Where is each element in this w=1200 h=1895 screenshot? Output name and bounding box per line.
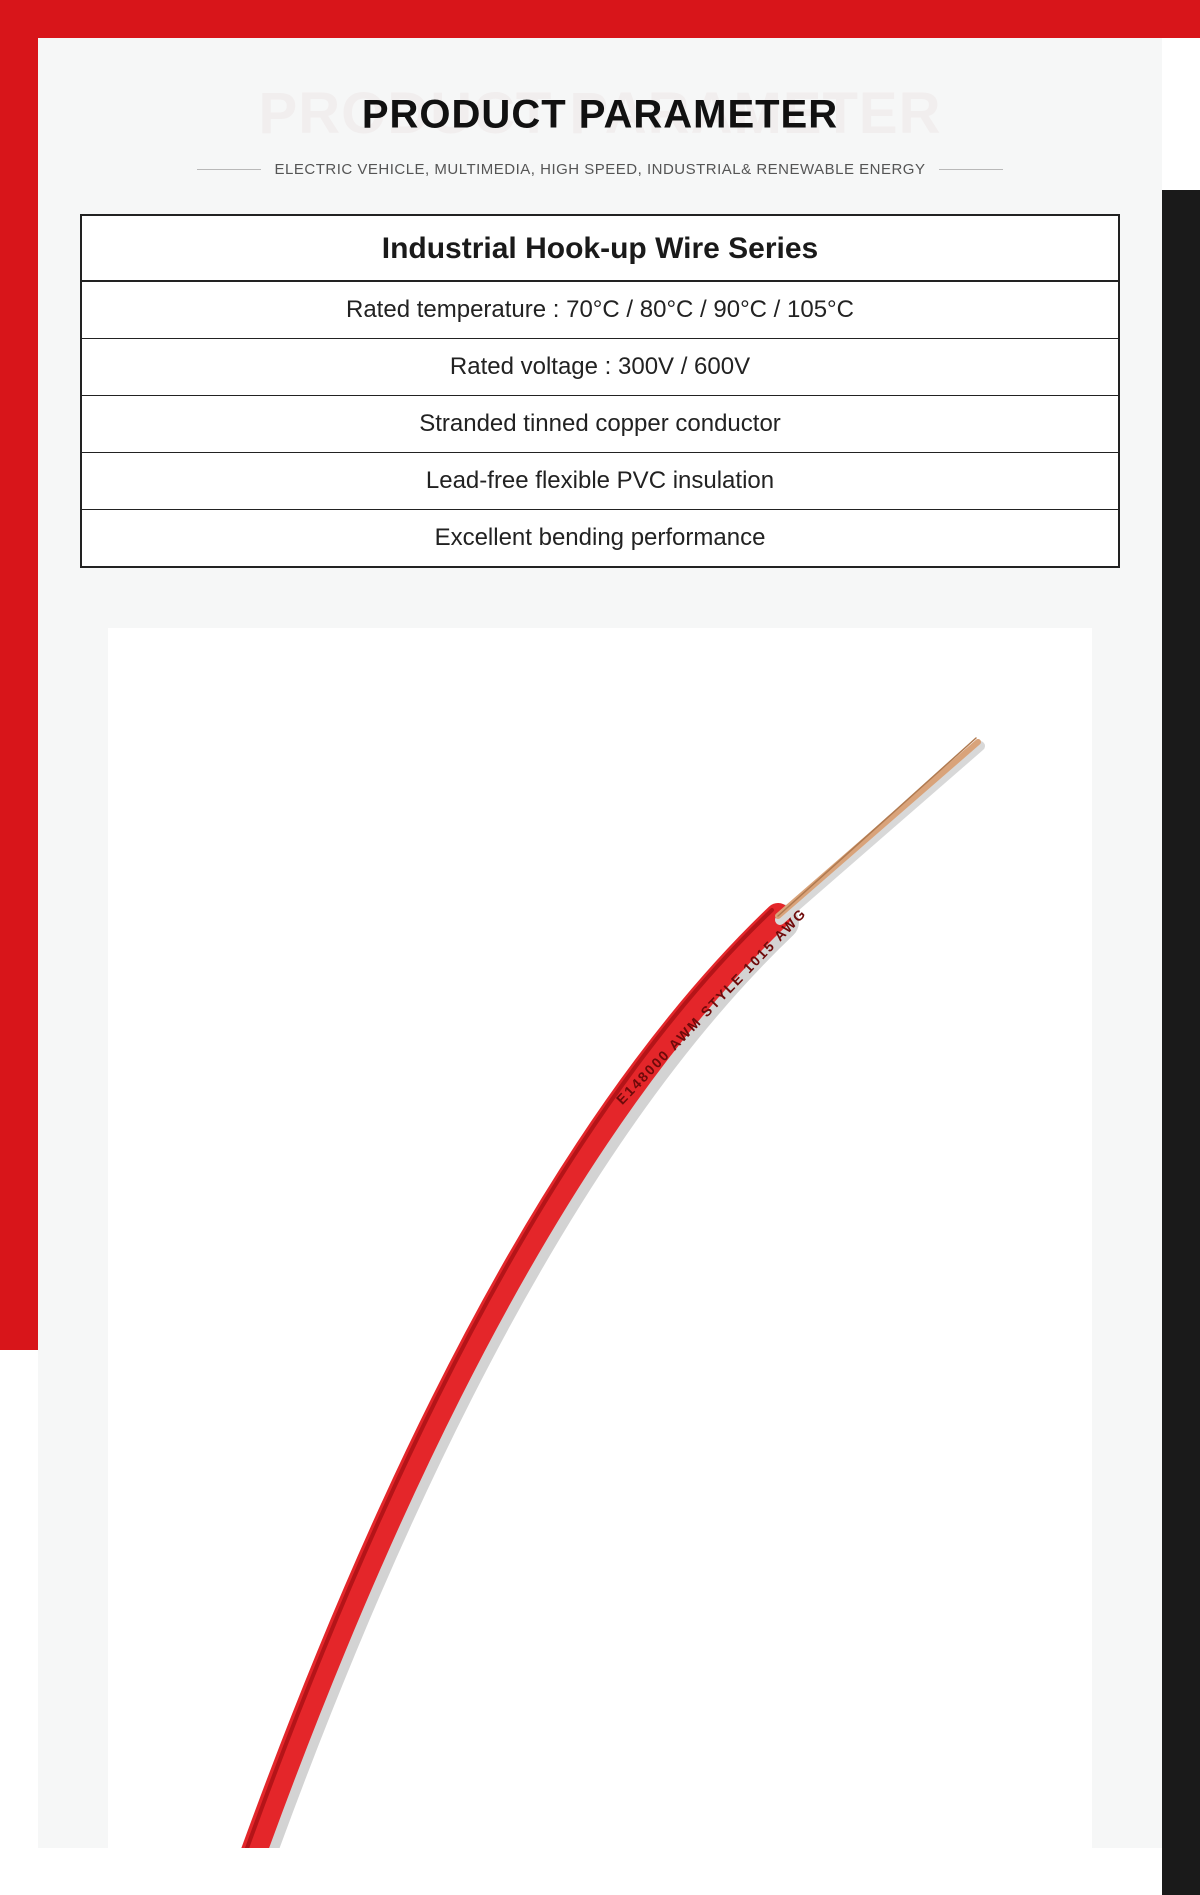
wire-shadow	[251, 922, 781, 1848]
divider-left	[197, 169, 261, 170]
frame-red-left	[0, 0, 38, 1350]
subtitle-text: ELECTRIC VEHICLE, MULTIMEDIA, HIGH SPEED…	[275, 161, 926, 178]
wire-copper-shadow	[780, 746, 980, 920]
frame-red-top	[0, 0, 1200, 38]
content-panel: PRODUCT PARAMETER PRODUCT PARAMETER ELEC…	[38, 38, 1162, 1848]
spec-table: Industrial Hook-up Wire Series Rated tem…	[80, 214, 1120, 568]
spec-row: Rated voltage : 300V / 600V	[82, 339, 1118, 396]
main-title: PRODUCT PARAMETER	[362, 92, 838, 137]
frame-black-right	[1162, 190, 1200, 1895]
subtitle-row: ELECTRIC VEHICLE, MULTIMEDIA, HIGH SPEED…	[38, 161, 1162, 178]
spec-row: Excellent bending performance	[82, 510, 1118, 566]
wire-copper-strand	[778, 738, 976, 916]
wire-image: E148000 AWM STYLE 1015 AWG	[108, 628, 1092, 1848]
spec-row: Lead-free flexible PVC insulation	[82, 453, 1118, 510]
divider-right	[939, 169, 1003, 170]
spec-row: Stranded tinned copper conductor	[82, 396, 1118, 453]
header: PRODUCT PARAMETER PRODUCT PARAMETER	[38, 80, 1162, 147]
spec-title: Industrial Hook-up Wire Series	[82, 216, 1118, 282]
spec-row: Rated temperature : 70°C / 80°C / 90°C /…	[82, 282, 1118, 339]
wire-svg	[108, 628, 1092, 1848]
